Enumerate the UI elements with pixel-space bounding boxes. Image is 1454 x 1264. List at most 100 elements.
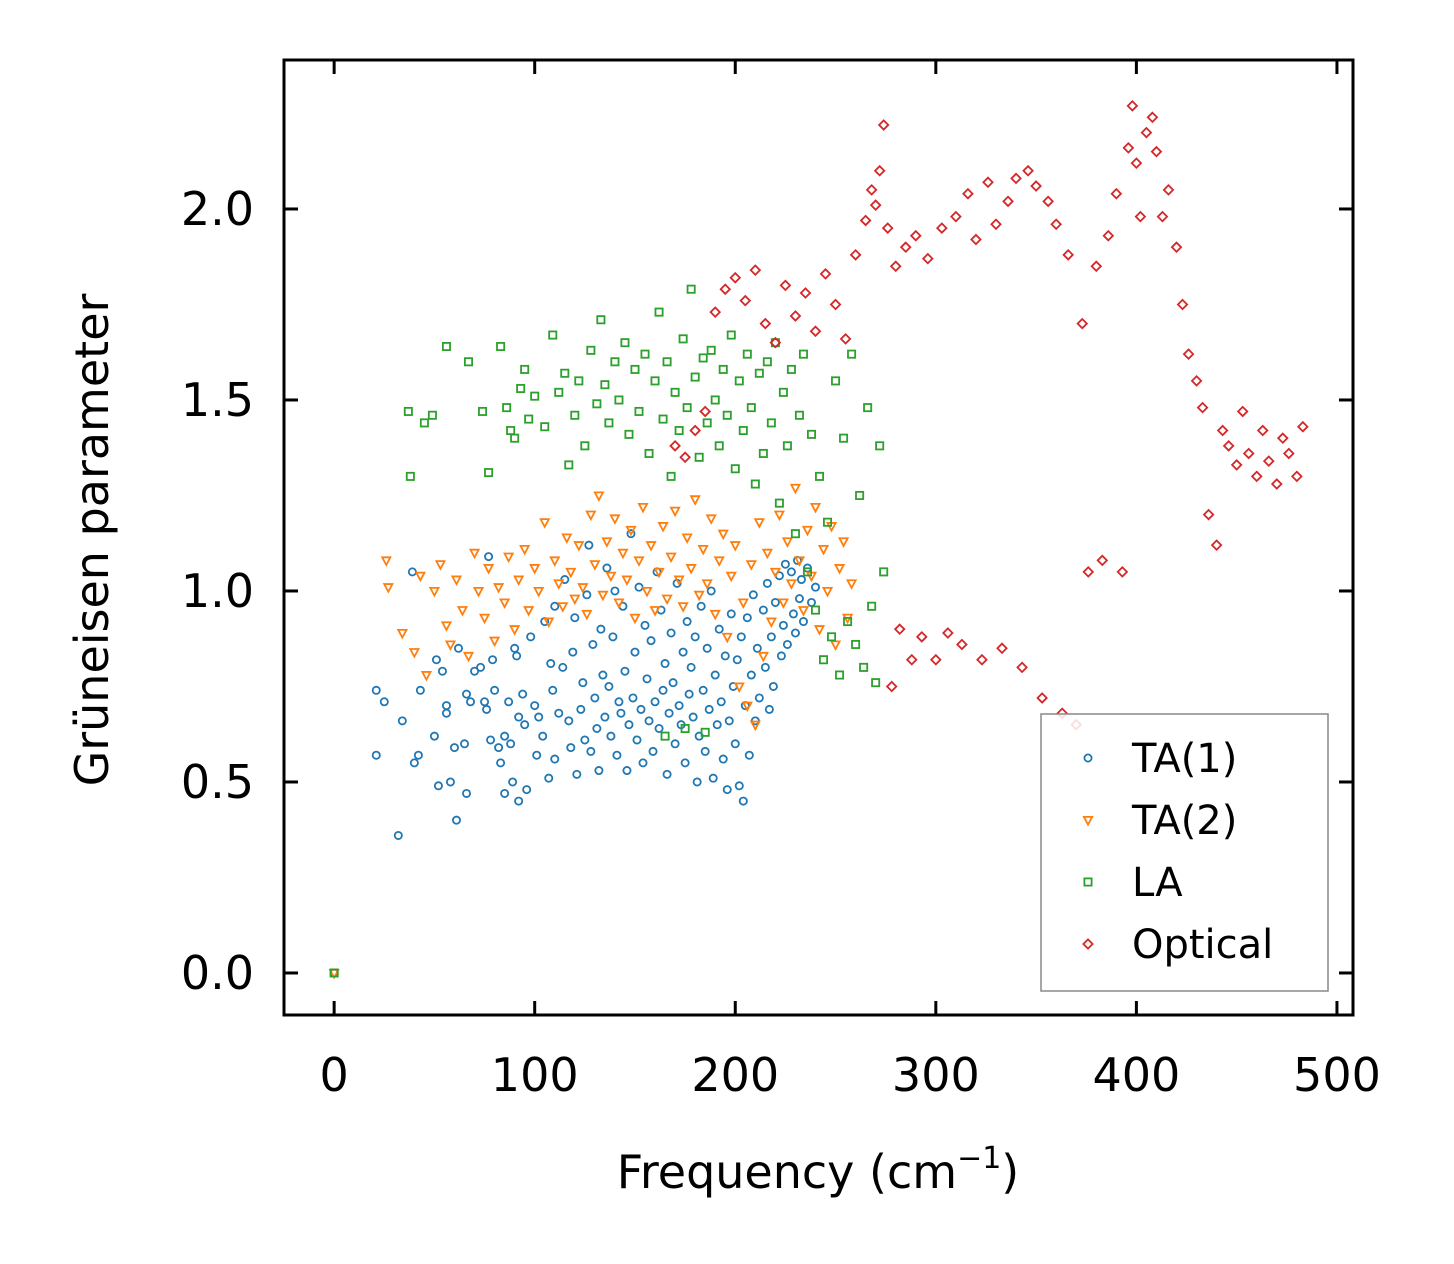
- data-point: [519, 544, 531, 556]
- data-point: [1296, 420, 1309, 433]
- data-point: [1010, 172, 1022, 185]
- data-point: [1210, 539, 1223, 552]
- data-point: [502, 403, 512, 413]
- data-point: [736, 632, 746, 642]
- data-point: [670, 387, 680, 397]
- data-point: [732, 655, 742, 665]
- data-point: [1030, 180, 1042, 192]
- data-point: [592, 724, 602, 734]
- data-point: [1256, 424, 1269, 437]
- data-point: [650, 697, 660, 707]
- data-point: [766, 632, 776, 642]
- data-point: [601, 537, 613, 548]
- data-point: [610, 357, 620, 367]
- data-point: [1182, 348, 1195, 361]
- data-point: [584, 540, 594, 550]
- data-point: [522, 785, 532, 795]
- data-point: [669, 506, 681, 518]
- data-point: [371, 750, 381, 760]
- y-tick-label: 0.0: [181, 946, 254, 1000]
- data-point: [630, 364, 640, 374]
- data-point: [749, 264, 762, 276]
- data-point: [500, 788, 510, 798]
- data-point: [669, 439, 681, 452]
- data-point: [698, 685, 708, 695]
- data-point: [1042, 195, 1055, 208]
- data-point: [582, 590, 592, 600]
- data-point: [554, 387, 564, 397]
- data-point: [609, 514, 621, 525]
- data-point: [329, 968, 339, 978]
- data-point: [765, 617, 777, 629]
- data-point: [462, 689, 472, 699]
- data-point: [738, 796, 748, 806]
- data-point: [1140, 126, 1153, 139]
- x-axis: 0 100 200 300 400 500: [320, 60, 1381, 1102]
- data-point: [768, 681, 778, 691]
- data-point: [700, 727, 710, 737]
- data-point: [1076, 317, 1089, 330]
- data-point: [686, 662, 696, 672]
- data-point: [644, 716, 654, 726]
- data-point: [594, 766, 604, 776]
- data-point: [851, 639, 861, 649]
- data-point: [534, 712, 544, 722]
- data-point: [397, 716, 407, 726]
- data-point: [674, 701, 684, 711]
- data-point: [550, 754, 560, 764]
- data-point: [1122, 141, 1135, 154]
- data-point: [1130, 157, 1143, 170]
- data-point: [690, 632, 700, 642]
- data-point: [371, 685, 381, 695]
- data-point: [514, 796, 524, 806]
- data-point: [482, 564, 495, 575]
- data-point: [790, 628, 800, 638]
- data-point: [817, 544, 830, 556]
- data-point: [1090, 260, 1103, 273]
- data-point: [1196, 401, 1209, 414]
- data-point: [581, 609, 593, 621]
- data-point: [789, 310, 802, 322]
- data-point: [478, 406, 488, 416]
- data-point: [899, 241, 912, 254]
- data-point: [929, 653, 942, 666]
- data-point: [657, 522, 669, 533]
- data-point: [570, 410, 580, 420]
- data-point: [621, 575, 633, 587]
- data-point: [796, 575, 806, 585]
- data-point: [710, 670, 720, 680]
- data-point: [670, 739, 680, 749]
- data-point: [580, 735, 590, 745]
- data-point: [941, 627, 954, 639]
- data-point: [403, 406, 413, 416]
- data-point: [520, 720, 530, 730]
- data-point: [869, 199, 882, 212]
- x-tick-label: 0: [320, 1048, 349, 1102]
- data-point: [470, 666, 480, 676]
- data-point: [678, 647, 688, 657]
- data-point: [776, 651, 786, 661]
- data-point: [441, 701, 451, 711]
- data-point: [393, 830, 403, 840]
- data-point: [600, 712, 610, 722]
- data-point: [802, 567, 812, 577]
- data-point: [514, 712, 524, 722]
- data-point: [414, 571, 426, 583]
- data-point: [484, 552, 494, 562]
- data-point: [1230, 459, 1243, 471]
- data-point: [739, 294, 752, 307]
- data-point: [600, 380, 610, 390]
- data-point: [778, 387, 788, 397]
- data-point: [877, 119, 890, 131]
- data-point: [506, 739, 516, 749]
- data-point: [554, 708, 564, 718]
- data-point: [1016, 661, 1028, 674]
- data-point: [962, 187, 974, 200]
- data-point: [1062, 248, 1075, 261]
- data-point: [837, 537, 850, 548]
- data-point: [573, 541, 585, 552]
- data-point: [875, 441, 885, 451]
- data-point: [596, 315, 606, 325]
- data-point: [419, 418, 429, 428]
- legend: TA(1) TA(2) LA Optical: [1040, 713, 1329, 992]
